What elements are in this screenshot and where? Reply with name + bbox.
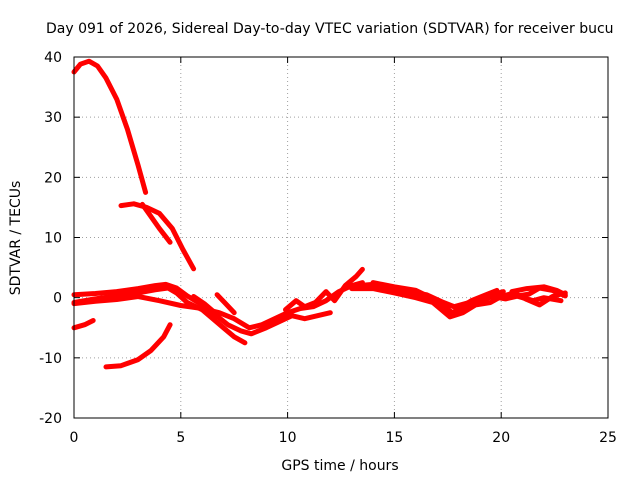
tick-labels: 0 5 10 15 20 25 -20 -10 0 10 20 30 40 bbox=[39, 50, 617, 446]
y-tick-label: 20 bbox=[44, 170, 62, 186]
series-arc-9 bbox=[191, 294, 216, 314]
series-group bbox=[71, 58, 568, 370]
x-tick-label: 10 bbox=[279, 430, 297, 446]
series-arc-2 bbox=[118, 201, 197, 272]
chart-title: Day 091 of 2026, Sidereal Day-to-day VTE… bbox=[46, 21, 614, 37]
x-tick-label: 0 bbox=[70, 430, 79, 446]
y-tick-label: 30 bbox=[44, 110, 62, 126]
x-tick-label: 15 bbox=[385, 430, 403, 446]
x-tick-label: 25 bbox=[599, 430, 617, 446]
x-tick-label: 5 bbox=[176, 430, 185, 446]
series-arc-5 bbox=[71, 318, 96, 331]
series-arc-8 bbox=[71, 280, 365, 331]
series-arc-10 bbox=[214, 292, 237, 316]
series-arc-4 bbox=[103, 322, 173, 370]
x-tick-label: 20 bbox=[492, 430, 510, 446]
series-arc-1 bbox=[71, 58, 149, 195]
series-arc-6 bbox=[71, 285, 248, 346]
y-tick-label: -20 bbox=[39, 411, 62, 427]
series-arc-3 bbox=[139, 201, 173, 245]
y-tick-label: -10 bbox=[39, 351, 62, 367]
series-arc-17 bbox=[515, 294, 564, 304]
y-axis-label: SDTVAR / TECUs bbox=[8, 181, 24, 296]
y-tick-label: 40 bbox=[44, 50, 62, 66]
y-tick-label: 0 bbox=[53, 291, 62, 307]
ticks bbox=[73, 56, 609, 419]
y-tick-label: 10 bbox=[44, 231, 62, 247]
series-arc-16 bbox=[509, 284, 568, 298]
x-axis-label: GPS time / hours bbox=[281, 458, 398, 474]
series-arc-7 bbox=[71, 281, 333, 337]
series-arc-11 bbox=[283, 266, 365, 313]
series-arc-15 bbox=[370, 280, 506, 310]
